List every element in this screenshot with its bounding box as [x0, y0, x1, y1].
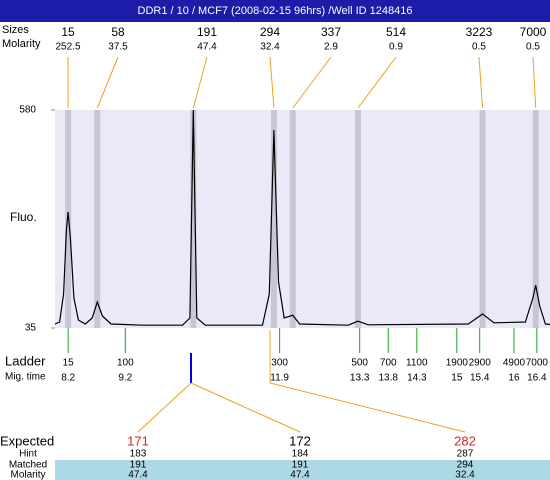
peak-size: 15: [61, 25, 75, 39]
expected: 172: [289, 433, 311, 448]
connector: [269, 382, 466, 433]
connector: [190, 382, 301, 433]
row-label: Matched: [9, 460, 47, 471]
molarity: 47.4: [128, 470, 148, 480]
ladder-time: 14.3: [407, 373, 427, 384]
ladder-size: 1900: [446, 358, 469, 369]
ladder-time: 16.4: [527, 373, 547, 384]
molarity: 32.4: [455, 470, 475, 480]
peak-band: [94, 110, 101, 328]
peak-molarity: 0.5: [472, 42, 486, 53]
peak-band: [479, 110, 486, 328]
title: DDR1 / 10 / MCF7 (2008-02-15 96hrs) /Wel…: [138, 5, 413, 17]
matched-band: [55, 460, 550, 480]
ladder-time: 9.2: [118, 373, 132, 384]
ladder-time: 13.8: [379, 373, 399, 384]
ladder-time: 13.3: [350, 373, 370, 384]
peak-connector: [192, 56, 208, 109]
plot-area: [55, 110, 550, 328]
title-bar: [0, 0, 550, 22]
peak-connector: [292, 56, 332, 109]
ladder-size: 100: [117, 358, 134, 369]
peak-molarity: 0.5: [526, 42, 540, 53]
peak-molarity: 47.4: [197, 42, 217, 53]
peak-size: 191: [197, 25, 217, 39]
peak-connector: [269, 56, 275, 109]
peak-size: 7000: [520, 25, 547, 39]
row-label: Hint: [19, 449, 37, 460]
ladder-time: 11.9: [270, 373, 289, 384]
matched: 294: [457, 460, 474, 471]
peak-connector: [478, 56, 484, 109]
row-label: Expected: [0, 433, 54, 448]
ladder-size: 4900: [503, 358, 526, 369]
peak-connector: [96, 56, 119, 109]
ladder-size: 300: [271, 358, 288, 369]
peak-molarity: 32.4: [260, 42, 280, 53]
y-tick-label: 35: [25, 323, 37, 334]
hint: 184: [292, 449, 309, 460]
peak-connector: [532, 56, 537, 109]
peak-size: 514: [386, 25, 406, 39]
row-label: Molarity: [10, 470, 45, 480]
matched: 191: [292, 460, 309, 471]
connector: [137, 382, 192, 433]
peak-molarity: 37.5: [108, 42, 128, 53]
sizes-label: Sizes: [2, 24, 29, 36]
hint: 287: [457, 449, 474, 460]
hint: 183: [130, 449, 147, 460]
y-label: Fluo.: [10, 210, 37, 224]
ladder-time: 15: [451, 373, 463, 384]
peak-molarity: 2.9: [324, 42, 338, 53]
peak-connector: [357, 56, 397, 109]
expected: 282: [454, 433, 476, 448]
matched: 191: [130, 460, 147, 471]
peak-size: 3223: [466, 25, 493, 39]
peak-band: [270, 110, 277, 328]
ladder-size: 700: [380, 358, 397, 369]
peak-molarity: 0.9: [389, 42, 403, 53]
ladder-time: 16: [508, 373, 520, 384]
ladder-size: 15: [63, 358, 75, 369]
ladder-size: 1100: [406, 358, 428, 369]
y-tick-label: 580: [19, 105, 36, 116]
peak-band: [190, 110, 197, 328]
ladder-time: 8.2: [61, 373, 75, 384]
mig-time-label: Mig. time: [5, 372, 46, 383]
ladder-label: Ladder: [5, 353, 46, 368]
peak-size: 337: [321, 25, 341, 39]
ladder-size: 2900: [469, 358, 492, 369]
peak-size: 294: [260, 25, 280, 39]
molarity: 47.4: [290, 470, 310, 480]
peak-band: [532, 110, 539, 328]
ladder-size: 7000: [526, 358, 549, 369]
peak-band: [289, 110, 296, 328]
trace: [54, 109, 550, 326]
ladder-size: 500: [351, 358, 368, 369]
expected: 171: [127, 433, 149, 448]
molarity-label: Molarity: [2, 38, 41, 50]
peak-band: [354, 110, 361, 328]
ladder-time: 15.4: [470, 373, 490, 384]
peak-molarity: 252.5: [55, 42, 80, 53]
peak-size: 58: [111, 25, 125, 39]
